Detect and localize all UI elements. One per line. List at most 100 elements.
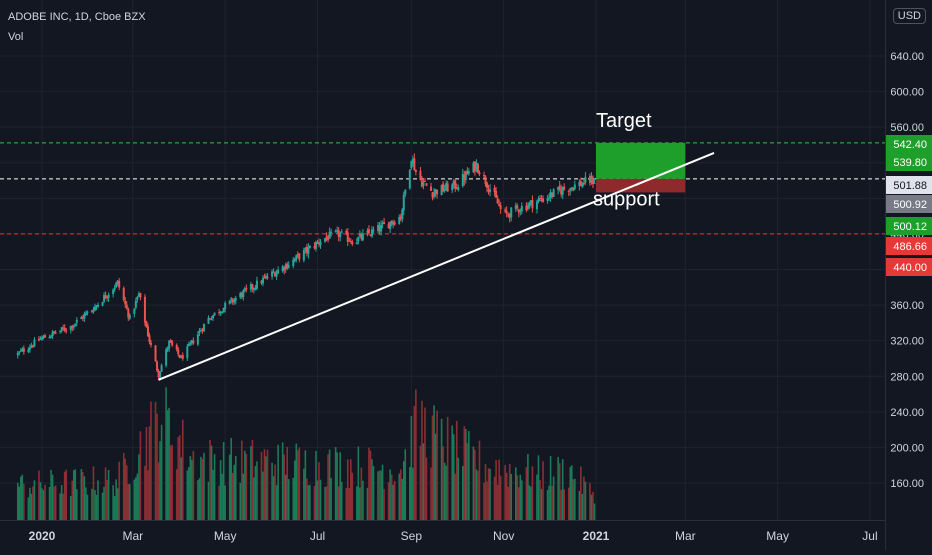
volume-bar xyxy=(530,486,532,520)
volume-bar xyxy=(324,486,326,520)
volume-bar xyxy=(558,463,561,520)
volume-bar xyxy=(413,406,416,520)
support-trendline xyxy=(158,152,715,381)
candle-body xyxy=(529,200,532,203)
candle-body xyxy=(261,278,264,284)
candle-body xyxy=(572,187,575,191)
target-zone xyxy=(596,142,686,179)
candle-body xyxy=(201,329,204,331)
volume-bar xyxy=(309,484,311,520)
candle-body xyxy=(134,300,137,308)
volume-bar xyxy=(356,486,358,520)
candle-body xyxy=(231,299,234,303)
volume-bar xyxy=(297,450,299,520)
volume-bar xyxy=(548,485,550,520)
volume-bar xyxy=(62,493,64,520)
volume-bar xyxy=(50,469,52,520)
volume-bar xyxy=(200,456,202,520)
volume-bar xyxy=(536,474,538,520)
candle-body xyxy=(41,337,43,340)
volume-bar xyxy=(189,456,192,520)
volume-bar xyxy=(59,493,61,520)
candle-body xyxy=(192,340,195,344)
candle-body xyxy=(136,297,139,300)
candle-body xyxy=(113,287,116,290)
volume-bar xyxy=(451,425,454,520)
candle-body xyxy=(277,269,280,274)
volume-bar xyxy=(231,472,234,520)
volume-bar xyxy=(165,387,167,520)
volume-bar xyxy=(387,482,390,520)
volume-bar xyxy=(233,464,236,520)
candle-body xyxy=(570,187,573,189)
currency-button[interactable]: USD xyxy=(892,8,926,24)
candle-body xyxy=(535,201,538,210)
candle-body xyxy=(112,289,115,295)
candle-body xyxy=(63,327,66,331)
candle-body xyxy=(390,220,393,224)
volume-bar xyxy=(434,433,437,520)
candle-body xyxy=(202,323,205,332)
candle-body xyxy=(198,330,201,334)
volume-bar xyxy=(477,471,479,520)
volume-bar xyxy=(505,472,508,520)
volume-bar xyxy=(250,446,252,520)
candle-body xyxy=(175,344,178,350)
candle-body xyxy=(177,349,180,355)
candle-body xyxy=(31,345,34,347)
candle-body xyxy=(370,229,373,237)
volume-bar xyxy=(23,483,25,520)
volume-bar xyxy=(574,478,576,520)
y-tick-label: 200.00 xyxy=(890,442,924,454)
price-marker-badge xyxy=(886,135,932,153)
candle-body xyxy=(452,180,455,185)
volume-bar xyxy=(91,488,93,520)
volume-bar xyxy=(430,467,432,520)
candle-body xyxy=(423,180,426,182)
volume-bar xyxy=(345,487,348,520)
volume-bar xyxy=(484,463,487,520)
candle-body xyxy=(307,247,310,255)
volume-bar xyxy=(156,413,158,520)
volume-bar xyxy=(74,469,77,520)
volume-bar xyxy=(239,482,242,520)
candle-body xyxy=(328,231,331,239)
candle-body xyxy=(422,182,425,186)
volume-bar xyxy=(21,474,24,520)
candle-body xyxy=(90,310,93,312)
candle-body xyxy=(542,198,545,202)
candle-body xyxy=(122,288,125,301)
volume-bar xyxy=(493,476,496,520)
candle-body xyxy=(399,216,402,219)
volume-bar xyxy=(337,486,340,520)
volume-bar xyxy=(197,480,199,520)
candle-body xyxy=(327,236,330,241)
volume-bar xyxy=(54,485,57,520)
candle-body xyxy=(313,246,316,248)
volume-bar xyxy=(514,467,517,520)
candle-body xyxy=(440,184,443,196)
volume-bar xyxy=(18,486,21,520)
volume-bar xyxy=(436,410,438,520)
candle-body xyxy=(496,198,499,204)
candle-body xyxy=(387,224,390,229)
candle-body xyxy=(240,292,243,298)
volume-bar xyxy=(65,469,68,520)
candle-body xyxy=(451,184,454,191)
candle-body xyxy=(221,312,224,314)
candle-body xyxy=(168,340,171,349)
candle-body xyxy=(146,326,149,337)
x-tick-label: Jul xyxy=(310,529,325,543)
volume-bar xyxy=(540,488,543,520)
candle-body xyxy=(62,327,65,329)
volume-bar xyxy=(336,452,338,520)
volume-bar xyxy=(48,486,51,520)
volume-bar xyxy=(542,461,544,520)
candle-body xyxy=(281,266,284,272)
volume-bar xyxy=(561,459,564,520)
candle-body xyxy=(517,209,520,213)
candle-body xyxy=(30,345,33,348)
volume-bar xyxy=(578,490,581,520)
